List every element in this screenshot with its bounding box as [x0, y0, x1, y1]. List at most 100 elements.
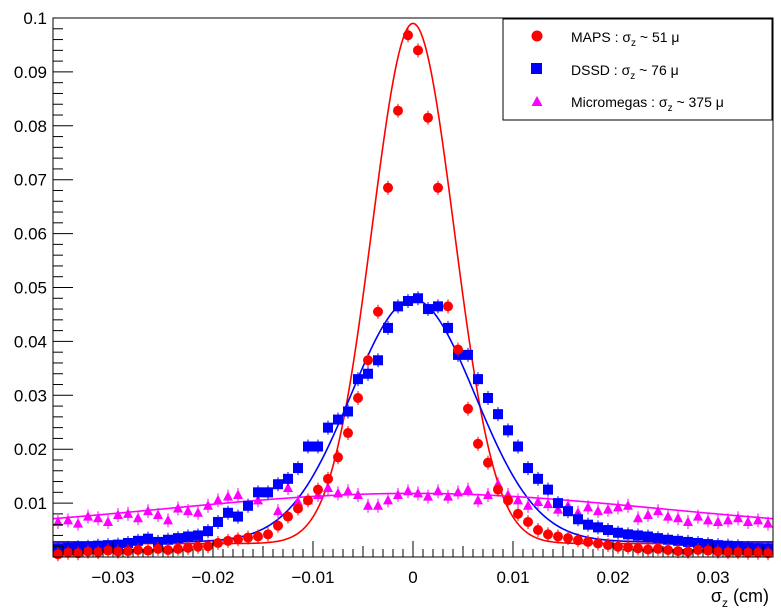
x-axis-title: σz (cm) — [711, 586, 769, 610]
point-dssd — [463, 349, 473, 360]
point-maps — [743, 547, 753, 558]
y-tick-label: 0.05 — [14, 279, 47, 298]
point-dssd — [613, 527, 623, 538]
legend-label-dssd-tail: ~ 76 μ — [635, 62, 678, 78]
point-dssd — [203, 526, 213, 537]
point-dssd — [243, 500, 253, 511]
point-micromegas — [683, 516, 693, 526]
point-micromegas — [193, 507, 203, 517]
point-maps — [73, 548, 83, 559]
y-tick-label: 0.03 — [14, 386, 47, 405]
point-maps — [593, 538, 603, 549]
point-maps — [643, 544, 653, 555]
point-maps — [693, 544, 703, 555]
point-micromegas — [353, 489, 363, 500]
point-maps — [383, 182, 393, 193]
legend-label-maps: MAPS : σz ~ 51 μ — [571, 29, 679, 49]
point-maps — [133, 544, 143, 555]
point-dssd — [573, 514, 583, 525]
legend-label-maps-tail: ~ 51 μ — [636, 29, 679, 45]
point-micromegas — [123, 508, 133, 518]
point-micromegas — [103, 516, 113, 526]
legend-label-micromegas: Micromegas : σz ~ 375 μ — [571, 94, 724, 114]
point-micromegas — [63, 514, 73, 525]
point-dssd — [393, 301, 403, 312]
point-dssd — [523, 463, 533, 474]
point-dssd — [503, 425, 513, 436]
point-dssd — [123, 537, 133, 548]
point-micromegas — [93, 512, 103, 523]
series-micromegas — [53, 477, 773, 531]
data-points — [53, 28, 773, 562]
point-dssd — [343, 406, 353, 417]
point-micromegas — [293, 496, 303, 507]
point-micromegas — [333, 487, 343, 498]
point-dssd — [643, 531, 653, 542]
legend-label-micromegas-tail: ~ 375 μ — [673, 94, 724, 110]
point-micromegas — [453, 486, 463, 497]
point-maps — [493, 484, 503, 495]
point-maps — [653, 543, 663, 554]
point-maps — [713, 546, 723, 557]
point-maps — [443, 301, 453, 312]
point-micromegas — [533, 496, 543, 507]
point-maps — [423, 112, 433, 123]
y-tick-label: 0.01 — [14, 494, 47, 513]
point-dssd — [473, 374, 483, 385]
point-maps — [613, 541, 623, 552]
point-dssd — [153, 536, 163, 547]
x-tick-label: 0 — [408, 568, 417, 587]
legend-marker-dssd — [531, 63, 542, 74]
point-micromegas — [133, 512, 143, 523]
point-dssd — [133, 535, 143, 546]
point-micromegas — [143, 505, 153, 516]
point-micromegas — [223, 491, 233, 501]
point-maps — [433, 182, 443, 193]
point-micromegas — [613, 501, 623, 512]
point-maps — [253, 531, 263, 542]
legend-label-micromegas-main: Micromegas : σ — [571, 94, 668, 110]
point-micromegas — [603, 504, 613, 514]
point-micromegas — [653, 505, 663, 516]
point-micromegas — [203, 500, 213, 510]
point-micromegas — [183, 505, 193, 516]
point-dssd — [223, 507, 233, 518]
point-dssd — [443, 322, 453, 333]
point-micromegas — [693, 511, 703, 521]
point-dssd — [623, 529, 633, 540]
point-micromegas — [83, 511, 93, 521]
point-maps — [83, 546, 93, 557]
point-maps — [483, 457, 493, 468]
point-maps — [323, 473, 333, 484]
y-tick-label: 0.04 — [14, 332, 47, 351]
point-dssd — [363, 368, 373, 379]
point-micromegas — [593, 505, 603, 516]
point-micromegas — [483, 489, 493, 500]
point-micromegas — [643, 509, 653, 519]
y-tick-label: 0.1 — [23, 9, 47, 28]
point-micromegas — [53, 516, 63, 526]
point-maps — [363, 355, 373, 366]
legend-label-maps-sub: z — [631, 38, 636, 49]
point-dssd — [193, 530, 203, 541]
point-maps — [563, 533, 573, 544]
x-tick-label: −0.01 — [291, 568, 334, 587]
point-dssd — [383, 322, 393, 333]
point-maps — [473, 438, 483, 449]
point-maps — [633, 543, 643, 554]
point-micromegas — [713, 516, 723, 526]
point-micromegas — [363, 500, 373, 510]
point-maps — [413, 45, 423, 56]
point-maps — [113, 546, 123, 557]
legend-label-dssd-main: DSSD : σ — [571, 62, 631, 78]
point-maps — [303, 495, 313, 506]
point-micromegas — [673, 512, 683, 523]
point-dssd — [493, 409, 503, 420]
point-dssd — [173, 533, 183, 544]
point-maps — [93, 547, 103, 558]
point-maps — [663, 544, 673, 555]
point-micromegas — [373, 500, 383, 510]
point-dssd — [683, 536, 693, 547]
point-maps — [223, 535, 233, 546]
point-dssd — [653, 533, 663, 544]
